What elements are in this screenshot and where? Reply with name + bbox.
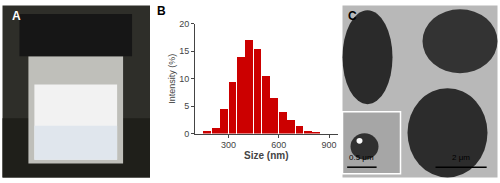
svg-text:900: 900	[322, 140, 337, 150]
svg-text:300: 300	[221, 140, 236, 150]
svg-text:15: 15	[179, 46, 189, 56]
svg-text:5: 5	[184, 101, 189, 111]
svg-text:20: 20	[179, 19, 189, 29]
svg-text:600: 600	[271, 140, 286, 150]
svg-text:A: A	[12, 9, 21, 23]
svg-text:C: C	[348, 9, 357, 23]
svg-text:B: B	[157, 4, 166, 18]
svg-text:Intensity (%): Intensity (%)	[167, 54, 177, 104]
svg-text:0: 0	[184, 129, 189, 139]
svg-text:0.5 μm: 0.5 μm	[349, 153, 374, 162]
svg-text:2 μm: 2 μm	[452, 153, 470, 162]
svg-text:10: 10	[179, 74, 189, 84]
svg-text:Size (nm): Size (nm)	[244, 150, 288, 161]
